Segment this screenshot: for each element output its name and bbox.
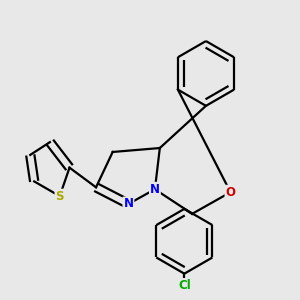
Text: Cl: Cl <box>178 279 191 292</box>
Text: N: N <box>150 183 160 196</box>
Text: O: O <box>226 186 236 199</box>
Text: S: S <box>56 190 64 202</box>
Text: N: N <box>123 197 134 211</box>
